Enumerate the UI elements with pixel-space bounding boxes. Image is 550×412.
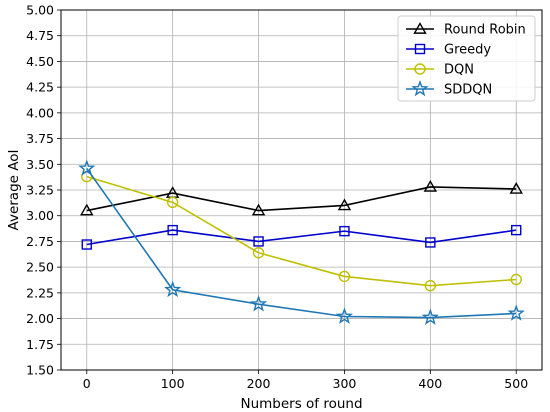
legend-swatch-marker [414, 63, 426, 75]
y-tick-label: 4.50 [26, 54, 54, 69]
y-tick-label: 1.75 [26, 337, 54, 352]
data-point-round-robin [423, 180, 438, 192]
data-point-greedy [167, 224, 178, 236]
data-point-greedy [511, 224, 522, 236]
data-point-round-robin [80, 203, 94, 216]
data-point-sddqn [164, 280, 182, 298]
legend-item-dqn: DQN [406, 63, 474, 78]
legend-label: DQN [444, 63, 474, 78]
y-tick-label: 1.50 [26, 363, 54, 378]
data-point-dqn [338, 270, 351, 283]
x-axis-label: Numbers of round [240, 396, 362, 412]
legend-item-sddqn: SDDQN [406, 79, 492, 98]
data-point-greedy [339, 225, 350, 237]
y-tick-label: 4.75 [26, 28, 54, 43]
series-greedy [81, 224, 522, 250]
data-point-dqn [510, 273, 522, 286]
y-tick-label: 5.00 [26, 3, 54, 18]
x-tick-label: 200 [247, 376, 271, 391]
y-tick-label: 3.50 [26, 157, 54, 172]
y-tick-label: 2.25 [26, 285, 54, 300]
data-point-sddqn [507, 304, 525, 321]
data-point-round-robin [337, 198, 352, 211]
data-point-dqn [252, 247, 265, 259]
y-tick-label: 3.25 [26, 183, 54, 198]
x-tick-label: 300 [333, 376, 357, 391]
series-sddqn [78, 159, 525, 325]
x-tick-label: 400 [418, 376, 442, 391]
y-tick-label: 3.00 [26, 208, 54, 223]
data-point-sddqn [78, 159, 96, 176]
data-point-dqn [424, 279, 437, 292]
y-tick-label: 2.00 [26, 311, 54, 326]
x-tick-label: 0 [83, 376, 91, 391]
series-round-robin [80, 180, 523, 216]
legend: Round Robin Greedy DQN SDDQN [397, 15, 536, 102]
y-tick-label: 2.75 [26, 234, 54, 249]
data-point-round-robin [509, 182, 523, 194]
legend-swatch-marker [414, 43, 426, 55]
data-point-greedy [81, 239, 92, 250]
legend-swatch-marker [411, 79, 429, 97]
axis-ticks: 1.50 1.75 2.00 2.25 2.50 2.75 3.00 3.25 3.50 3.75… [26, 3, 528, 392]
legend-label: Greedy [444, 43, 491, 58]
y-tick-label: 4.00 [26, 105, 54, 120]
data-point-greedy [253, 236, 264, 247]
series-dqn [81, 170, 522, 292]
legend-label: SDDQN [444, 83, 492, 98]
x-tick-label: 500 [504, 376, 528, 391]
y-tick-label: 2.50 [26, 260, 54, 275]
legend-swatch-marker [413, 22, 427, 34]
x-tick-label: 100 [161, 376, 185, 391]
legend-item-round-robin: Round Robin [406, 22, 526, 38]
y-tick-label: 4.25 [26, 80, 54, 95]
series-line-sddqn [86, 167, 517, 319]
data-point-sddqn [249, 295, 268, 312]
series-line-dqn [86, 175, 517, 287]
legend-label: Round Robin [444, 23, 526, 38]
data-point-greedy [425, 237, 436, 248]
data-point-sddqn [335, 307, 354, 324]
series-line-round-robin [86, 186, 517, 212]
data-point-sddqn [421, 308, 439, 325]
series-line-greedy [86, 229, 517, 246]
data-point-dqn [166, 196, 179, 209]
legend-item-greedy: Greedy [406, 43, 491, 58]
legend-box [397, 15, 536, 102]
y-tick-label: 3.75 [26, 131, 54, 146]
data-point-round-robin [251, 203, 266, 216]
y-axis-label: Average AoI [6, 150, 22, 231]
series-layer [78, 159, 525, 325]
